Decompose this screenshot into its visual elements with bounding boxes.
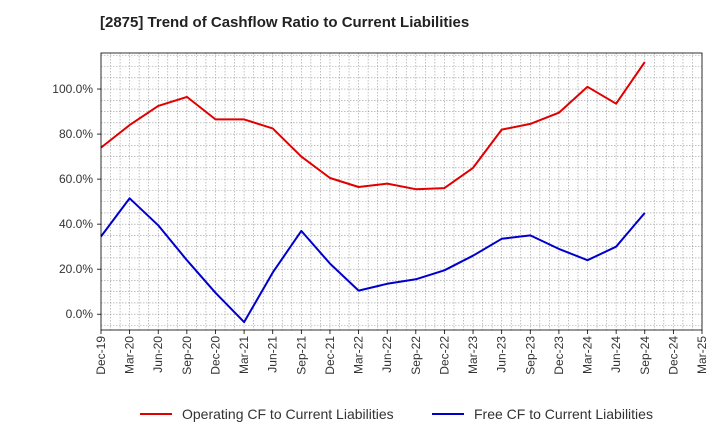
x-tick-label: Dec-22 [437,336,451,375]
chart-title: [2875] Trend of Cashflow Ratio to Curren… [100,14,470,31]
x-tick-label: Dec-20 [208,336,222,375]
x-tick-label: Dec-21 [323,336,337,375]
x-tick-label: Sep-23 [523,336,537,375]
x-tick-label: Dec-24 [666,336,680,375]
y-tick-label: 20.0% [59,262,93,276]
x-tick-label: Mar-22 [352,336,366,374]
x-tick-label: Mar-23 [466,336,480,374]
legend: Operating CF to Current Liabilities Free … [140,406,653,422]
x-tick-label: Sep-22 [409,336,423,375]
y-tick-label: 100.0% [52,82,93,96]
x-tick-label: Sep-24 [638,336,652,375]
x-tick-label: Mar-20 [123,336,137,374]
x-tick-label: Jun-22 [380,336,394,373]
x-tick-label: Jun-23 [495,336,509,373]
series-lines [100,61,646,324]
x-tick-label: Jun-24 [609,336,623,373]
x-tick-labels: Dec-19 Mar-20 Jun-20 Sep-20 Dec-20 Mar-21 Jun-… [94,330,709,375]
x-tick-label: Mar-24 [581,336,595,374]
x-tick-label: Mar-21 [237,336,251,374]
x-tick-label: Sep-21 [294,336,308,375]
series-line-1 [100,61,646,191]
x-tick-label: Jun-20 [151,336,165,373]
x-tick-label: Sep-20 [180,336,194,375]
y-tick-labels: 0.0% 20.0% 40.0% 60.0% 80.0% 100.0% [52,82,101,321]
x-tick-label: Dec-19 [94,336,108,375]
grid-lines [100,53,703,330]
y-tick-label: 80.0% [59,127,93,141]
x-tick-label: Mar-25 [695,336,709,374]
plot-frame [100,52,703,331]
y-tick-label: 60.0% [59,172,93,186]
x-tick-label: Jun-21 [266,336,280,373]
y-tick-label: 0.0% [66,307,94,321]
legend-label-1: Operating CF to Current Liabilities [182,406,394,422]
y-tick-label: 40.0% [59,217,93,231]
series-line-2 [100,197,646,324]
x-tick-label: Dec-23 [552,336,566,375]
legend-label-2: Free CF to Current Liabilities [474,406,653,422]
